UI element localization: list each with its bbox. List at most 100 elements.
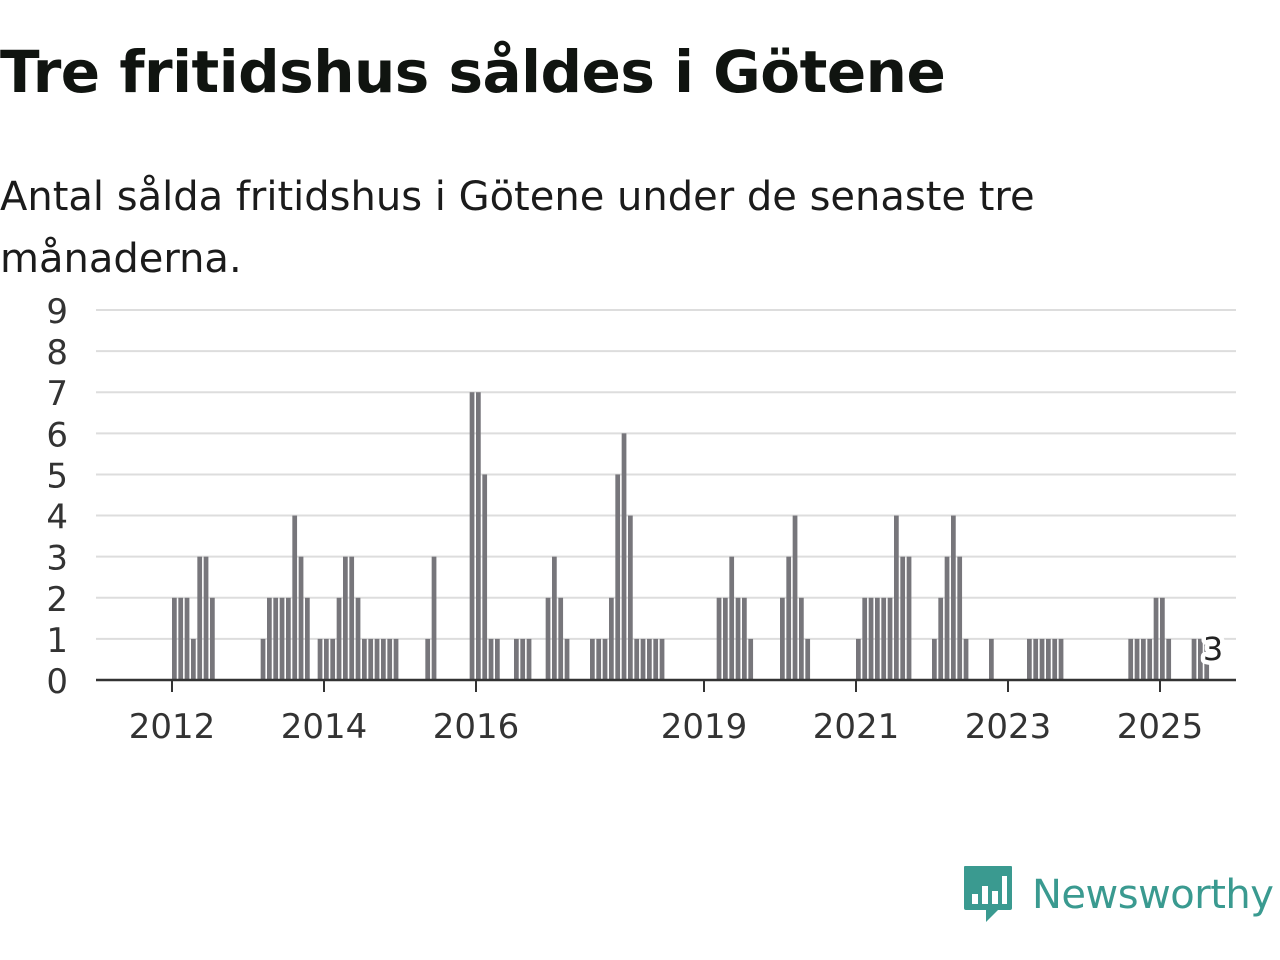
y-tick-label: 0 xyxy=(46,662,68,702)
bar xyxy=(881,597,887,680)
bar xyxy=(1191,638,1197,680)
bar xyxy=(526,638,532,680)
bar xyxy=(279,597,285,680)
bar xyxy=(514,638,519,680)
bar xyxy=(387,638,393,680)
bar xyxy=(324,638,329,680)
bar xyxy=(495,638,500,680)
bar xyxy=(742,597,747,680)
bar xyxy=(856,638,861,680)
bar xyxy=(640,638,646,680)
x-tick-label: 2019 xyxy=(661,707,748,740)
bar xyxy=(628,515,633,680)
bar xyxy=(1160,597,1165,680)
bar xyxy=(1134,638,1140,680)
bar xyxy=(558,597,564,680)
bar xyxy=(634,638,640,680)
bar xyxy=(330,638,336,680)
bar xyxy=(1033,638,1039,680)
bar xyxy=(932,638,937,680)
y-tick-label: 1 xyxy=(46,621,68,661)
bar xyxy=(1141,638,1146,680)
bar xyxy=(368,638,374,680)
y-tick-label: 6 xyxy=(46,415,68,455)
bar xyxy=(894,515,899,680)
y-tick-label: 5 xyxy=(46,456,68,496)
bar xyxy=(602,638,608,680)
bars xyxy=(172,392,1210,680)
x-tick-label: 2023 xyxy=(965,707,1052,740)
bar xyxy=(381,638,386,680)
bar xyxy=(520,638,526,680)
bar xyxy=(564,638,570,680)
bar xyxy=(1039,638,1045,680)
bar xyxy=(374,638,380,680)
bar xyxy=(469,392,475,680)
bar xyxy=(552,556,557,680)
bar xyxy=(267,597,272,680)
bar xyxy=(596,638,602,680)
chart-title: Tre fritidshus såldes i Götene xyxy=(0,38,946,106)
bar xyxy=(286,597,291,680)
bar xyxy=(197,556,203,680)
bar xyxy=(805,638,811,680)
bar xyxy=(425,638,431,680)
bar xyxy=(1166,638,1172,680)
gridlines xyxy=(96,309,1236,640)
bar xyxy=(172,597,177,680)
bar xyxy=(735,597,741,680)
x-tick-label: 2014 xyxy=(281,707,368,740)
bar xyxy=(292,515,298,680)
bar xyxy=(887,597,893,680)
bar xyxy=(1198,638,1203,680)
bar xyxy=(868,597,874,680)
brand-name: Newsworthy xyxy=(1032,872,1274,918)
bar xyxy=(349,556,355,680)
highlight-label-group: 3 xyxy=(1198,626,1227,673)
newsworthy-icon xyxy=(964,866,1012,922)
bar xyxy=(1046,638,1051,680)
bar xyxy=(621,433,627,680)
bar xyxy=(1153,597,1159,680)
bar xyxy=(944,556,950,680)
bar xyxy=(1204,638,1210,680)
bar xyxy=(482,474,488,680)
bar xyxy=(1147,638,1153,680)
y-tick-label: 2 xyxy=(46,580,68,620)
highlight-value-label: 3 xyxy=(1203,630,1223,668)
bar xyxy=(963,638,969,680)
x-axis-ticks: 2012 2014 2016 2019 2021 2023 2025 xyxy=(129,680,1203,740)
bar xyxy=(545,597,551,680)
y-tick-label: 7 xyxy=(46,374,68,414)
bar xyxy=(1128,638,1134,680)
bar xyxy=(989,638,994,680)
bar xyxy=(210,597,215,680)
bar xyxy=(951,515,956,680)
bar xyxy=(1058,638,1064,680)
bar xyxy=(906,556,912,680)
bar xyxy=(900,556,906,680)
chart-subtitle: Antal sålda fritidshus i Götene under de… xyxy=(0,174,1035,282)
newsworthy-logo: Newsworthy xyxy=(962,864,1274,926)
bar xyxy=(716,597,722,680)
bar xyxy=(362,638,367,680)
bar xyxy=(729,556,735,680)
bar xyxy=(590,638,595,680)
bar xyxy=(178,597,184,680)
bar xyxy=(317,638,323,680)
bar xyxy=(799,597,804,680)
y-tick-label: 4 xyxy=(46,498,68,538)
bar xyxy=(653,638,659,680)
bar xyxy=(875,597,880,680)
bar xyxy=(615,474,621,680)
y-tick-label: 3 xyxy=(46,539,68,579)
bar xyxy=(184,597,190,680)
y-tick-label: 9 xyxy=(46,292,68,332)
bar xyxy=(938,597,944,680)
bar xyxy=(1052,638,1058,680)
bar xyxy=(260,638,266,680)
bar xyxy=(1027,638,1032,680)
bar xyxy=(191,638,196,680)
bar xyxy=(203,556,209,680)
x-tick-label: 2021 xyxy=(813,707,900,740)
